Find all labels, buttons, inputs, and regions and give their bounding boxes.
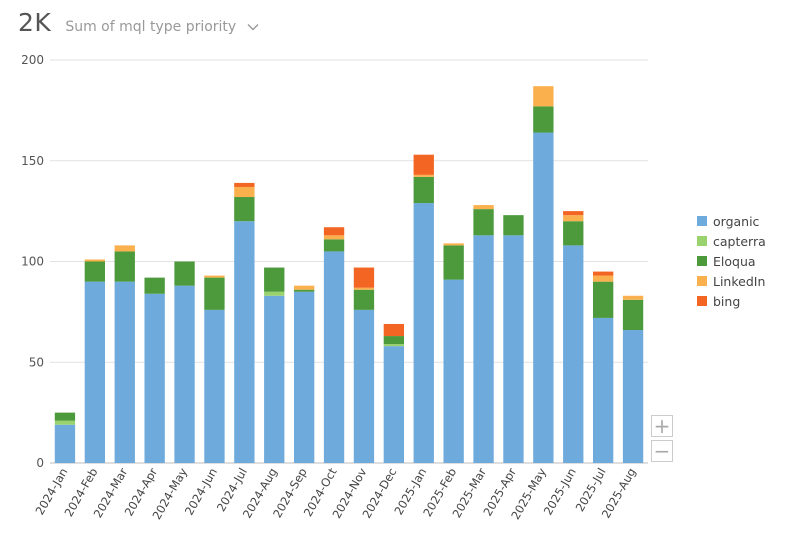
- bar-organic-2024-Mar[interactable]: [114, 281, 135, 463]
- bar-eloqua-2025-Jan[interactable]: [413, 176, 434, 204]
- legend-label: Eloqua: [713, 253, 756, 269]
- y-tick-label: 0: [36, 456, 44, 470]
- bar-organic-2025-May[interactable]: [533, 132, 554, 464]
- bar-eloqua-2025-Jun[interactable]: [563, 221, 584, 246]
- bar-eloqua-2025-Aug[interactable]: [622, 299, 644, 331]
- bar-eloqua-2024-Apr[interactable]: [144, 277, 165, 294]
- bar-organic-2024-Jul[interactable]: [234, 221, 255, 463]
- legend-item-linkedin[interactable]: LinkedIn: [697, 271, 766, 291]
- bar-linkedin-2024-Mar[interactable]: [114, 245, 135, 252]
- bar-eloqua-2024-Jan[interactable]: [54, 412, 76, 421]
- bar-linkedin-2025-Jun[interactable]: [563, 215, 584, 222]
- y-tick-label: 100: [21, 255, 44, 269]
- legend-label: bing: [713, 293, 741, 309]
- bar-linkedin-2024-Feb[interactable]: [84, 259, 106, 262]
- bar-organic-2024-Jan[interactable]: [54, 424, 76, 463]
- bar-linkedin-2024-Nov[interactable]: [353, 287, 375, 290]
- legend-item-organic[interactable]: organic: [697, 211, 766, 231]
- bar-linkedin-2025-Feb[interactable]: [443, 243, 464, 246]
- legend-label: organic: [713, 213, 760, 229]
- bar-linkedin-2025-Jul[interactable]: [592, 275, 614, 282]
- bar-eloqua-2025-Mar[interactable]: [473, 209, 494, 236]
- bar-capterra-2024-Jan[interactable]: [54, 420, 76, 425]
- legend-label: capterra: [713, 233, 766, 249]
- bar-organic-2024-May[interactable]: [174, 285, 195, 463]
- grid-lines: [50, 59, 648, 464]
- bar-linkedin-2024-Jul[interactable]: [234, 186, 255, 198]
- metric-label: Sum of mql type priority: [65, 19, 237, 35]
- bar-organic-2025-Mar[interactable]: [473, 235, 494, 463]
- bar-linkedin-2024-Oct[interactable]: [323, 235, 345, 240]
- metric-selector[interactable]: Sum of mql type priority: [65, 19, 260, 35]
- legend-swatch: [697, 256, 707, 266]
- legend-swatch: [697, 216, 707, 226]
- zoom-in-button[interactable]: +: [651, 415, 673, 437]
- bar-eloqua-2024-Dec[interactable]: [383, 336, 405, 345]
- bar-organic-2024-Feb[interactable]: [84, 281, 106, 463]
- bar-organic-2025-Aug[interactable]: [622, 330, 644, 463]
- bar-capterra-2024-Aug[interactable]: [264, 291, 285, 296]
- y-axis-labels: 0 50 100 150 200: [21, 53, 44, 470]
- bar-eloqua-2024-May[interactable]: [174, 261, 195, 286]
- legend-swatch: [697, 296, 707, 306]
- bar-organic-2024-Apr[interactable]: [144, 293, 165, 463]
- bar-bing-2025-Jun[interactable]: [563, 211, 584, 216]
- chart-header: 2K Sum of mql type priority: [18, 8, 260, 37]
- y-tick-label: 50: [29, 355, 44, 369]
- bar-organic-2024-Dec[interactable]: [383, 346, 405, 463]
- bar-eloqua-2024-Jun[interactable]: [204, 277, 225, 310]
- bar-organic-2024-Oct[interactable]: [323, 251, 345, 463]
- bar-bing-2025-Jul[interactable]: [592, 271, 614, 276]
- legend-swatch: [697, 276, 707, 286]
- bar-stacks: [54, 86, 644, 464]
- bar-eloqua-2025-Apr[interactable]: [503, 215, 524, 236]
- bar-linkedin-2024-Sep[interactable]: [293, 285, 315, 290]
- bar-linkedin-2025-May[interactable]: [533, 86, 554, 107]
- bar-eloqua-2025-May[interactable]: [533, 106, 554, 133]
- legend-item-capterra[interactable]: capterra: [697, 231, 766, 251]
- bar-eloqua-2024-Nov[interactable]: [353, 289, 375, 310]
- legend-item-eloqua[interactable]: Eloqua: [697, 251, 766, 271]
- bar-bing-2024-Dec[interactable]: [383, 323, 405, 337]
- bar-organic-2025-Feb[interactable]: [443, 279, 464, 463]
- bar-organic-2025-Jan[interactable]: [413, 203, 434, 463]
- bar-organic-2025-Jul[interactable]: [592, 317, 614, 463]
- bar-eloqua-2024-Jul[interactable]: [234, 197, 255, 222]
- bar-bing-2025-Jan[interactable]: [413, 154, 434, 175]
- bar-linkedin-2025-Jan[interactable]: [413, 174, 434, 177]
- bar-organic-2025-Jun[interactable]: [563, 245, 584, 463]
- bar-linkedin-2025-Aug[interactable]: [622, 295, 644, 300]
- x-axis-labels: 2024-Jan2024-Feb2024-Mar2024-Apr2024-May…: [33, 465, 639, 522]
- bar-bing-2024-Nov[interactable]: [353, 267, 375, 288]
- legend-item-bing[interactable]: bing: [697, 291, 766, 311]
- bar-eloqua-2024-Feb[interactable]: [84, 261, 106, 282]
- bar-organic-2024-Jun[interactable]: [204, 309, 225, 463]
- bar-eloqua-2024-Sep[interactable]: [293, 289, 315, 292]
- bar-organic-2025-Apr[interactable]: [503, 235, 524, 463]
- total-value: 2K: [18, 8, 52, 37]
- bar-eloqua-2024-Oct[interactable]: [323, 239, 345, 252]
- legend-swatch: [697, 236, 707, 246]
- bar-linkedin-2024-Jun[interactable]: [204, 275, 225, 278]
- bar-organic-2024-Aug[interactable]: [264, 295, 285, 463]
- bar-eloqua-2024-Mar[interactable]: [114, 251, 135, 282]
- bar-bing-2024-Jul[interactable]: [234, 182, 255, 187]
- y-tick-label: 150: [21, 154, 44, 168]
- zoom-out-button[interactable]: −: [651, 440, 673, 462]
- bar-bing-2024-Oct[interactable]: [323, 227, 345, 236]
- bar-eloqua-2024-Aug[interactable]: [264, 267, 285, 292]
- chevron-down-icon: [247, 24, 259, 31]
- bar-organic-2024-Nov[interactable]: [353, 309, 375, 463]
- y-tick-label: 200: [21, 53, 44, 67]
- chart-legend: organic capterra Eloqua LinkedIn bing: [697, 211, 766, 311]
- bar-linkedin-2025-Mar[interactable]: [473, 205, 494, 210]
- bar-organic-2024-Sep[interactable]: [293, 291, 315, 463]
- bar-capterra-2024-Dec[interactable]: [383, 344, 405, 347]
- bar-eloqua-2025-Jul[interactable]: [592, 281, 614, 318]
- legend-label: LinkedIn: [713, 273, 766, 289]
- bar-eloqua-2025-Feb[interactable]: [443, 245, 464, 280]
